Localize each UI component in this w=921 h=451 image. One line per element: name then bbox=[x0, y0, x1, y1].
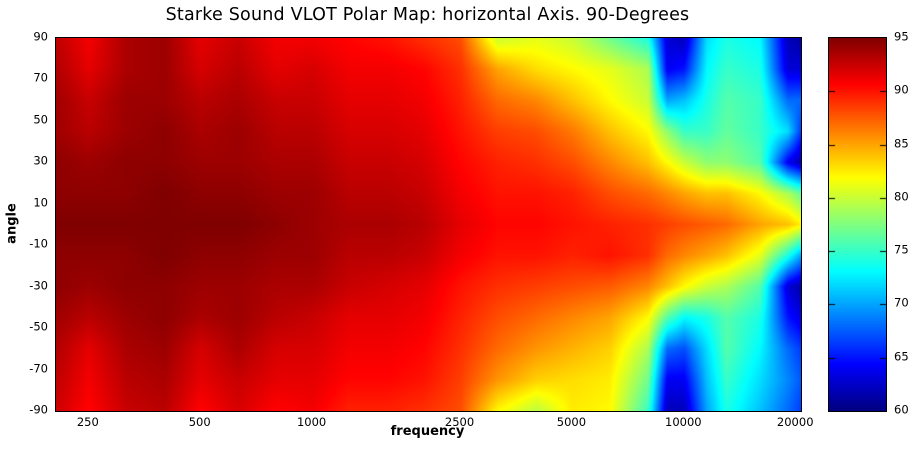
y-tick-label: 70 bbox=[33, 70, 48, 85]
y-tick-label: 50 bbox=[33, 112, 48, 127]
x-axis-label: frequency bbox=[390, 424, 465, 439]
colorbar bbox=[828, 37, 887, 412]
colorbar-canvas bbox=[829, 38, 886, 411]
y-tick-label: 10 bbox=[33, 195, 48, 210]
chart-title: Starke Sound VLOT Polar Map: horizontal … bbox=[165, 5, 690, 25]
colorbar-tick-label: 65 bbox=[894, 348, 909, 363]
colorbar-tick-label: 95 bbox=[894, 29, 909, 44]
colorbar-tick-label: 75 bbox=[894, 242, 909, 257]
y-axis-label: angle bbox=[4, 203, 20, 244]
y-tick-label: -90 bbox=[29, 402, 48, 417]
y-tick-label: -50 bbox=[29, 319, 48, 334]
colorbar-tick-label: 60 bbox=[894, 402, 909, 417]
y-tick-label: -30 bbox=[29, 277, 48, 292]
heatmap-canvas bbox=[56, 38, 801, 411]
y-tick-label: 90 bbox=[33, 29, 48, 44]
x-tick-label: 5000 bbox=[556, 415, 587, 429]
colorbar-tick-label: 70 bbox=[894, 295, 909, 310]
x-tick-label: 2500 bbox=[444, 415, 475, 429]
x-tick-label: 500 bbox=[188, 415, 211, 429]
colorbar-tick-label: 80 bbox=[894, 189, 909, 204]
x-tick-label: 250 bbox=[76, 415, 99, 429]
x-tick-label: 10000 bbox=[665, 415, 702, 429]
colorbar-tick-label: 85 bbox=[894, 135, 909, 150]
colorbar-tick-label: 90 bbox=[894, 82, 909, 97]
x-tick-label: 20000 bbox=[776, 415, 814, 429]
x-tick-label: 1000 bbox=[296, 415, 327, 429]
y-tick-label: -10 bbox=[29, 236, 48, 251]
y-tick-label: -70 bbox=[29, 360, 48, 375]
plot-area bbox=[55, 37, 802, 412]
y-tick-label: 30 bbox=[33, 153, 48, 168]
